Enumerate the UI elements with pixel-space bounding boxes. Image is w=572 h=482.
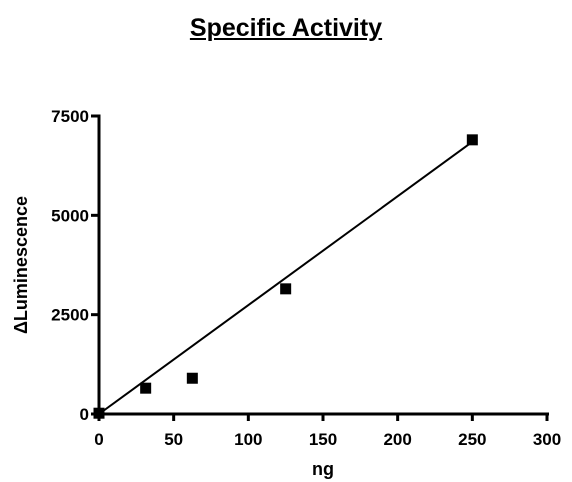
y-axis-title: ΔLuminescence — [11, 196, 31, 334]
x-tick-label: 300 — [533, 430, 561, 449]
x-tick-label: 0 — [94, 430, 103, 449]
x-axis-title: ng — [312, 459, 334, 479]
data-point — [186, 372, 198, 384]
x-tick-label: 100 — [234, 430, 262, 449]
y-tick-label: 0 — [80, 405, 89, 424]
data-point — [140, 382, 152, 394]
y-tick-label: 7500 — [51, 107, 89, 126]
data-point — [93, 407, 105, 419]
x-tick-label: 50 — [164, 430, 183, 449]
fit-line-group — [98, 141, 473, 415]
chart-title: Specific Activity — [189, 14, 383, 42]
y-tick-label: 5000 — [51, 206, 89, 225]
x-tick-label: 200 — [383, 430, 411, 449]
data-points — [93, 134, 478, 419]
data-point — [280, 283, 292, 295]
data-point — [466, 134, 478, 146]
axes: 0 50 100 150 200 250 300 0 2500 5000 7500 — [51, 107, 561, 449]
regression-line — [98, 141, 473, 415]
y-tick-label: 2500 — [51, 306, 89, 325]
x-tick-label: 250 — [458, 430, 486, 449]
x-tick-label: 150 — [309, 430, 337, 449]
